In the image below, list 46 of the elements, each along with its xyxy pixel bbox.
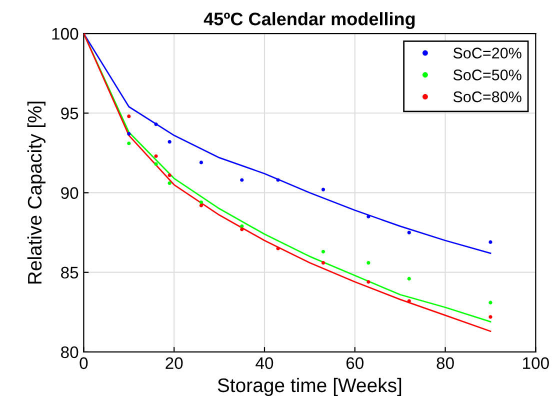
point [407, 276, 411, 281]
x-tick-label: 60 [346, 357, 364, 370]
point [366, 280, 370, 284]
x-tick-label: 20 [166, 357, 183, 370]
point [321, 250, 326, 254]
point [276, 246, 280, 250]
point [240, 228, 244, 232]
y-tick-label: 95 [61, 108, 78, 120]
y-tick-label: 85 [61, 266, 78, 279]
point [199, 204, 204, 208]
legend-label: SoC=50% [453, 70, 522, 80]
x-axis-title: Storage time [Weeks] [218, 378, 402, 396]
legend-label: SoC=80% [453, 91, 522, 102]
point [127, 132, 131, 136]
point [168, 140, 172, 144]
point [199, 160, 204, 164]
point [407, 230, 411, 234]
point [154, 122, 158, 126]
x-tick-label: 80 [436, 357, 454, 370]
point [407, 299, 411, 303]
x-tick-label: 40 [256, 357, 274, 370]
point [168, 173, 172, 178]
point [240, 178, 244, 182]
point [366, 214, 370, 218]
point [488, 300, 492, 304]
x-tick-label: 0 [80, 357, 88, 370]
point [488, 240, 492, 244]
point [199, 200, 204, 204]
point [127, 142, 131, 146]
x-tick-label: 100 [523, 357, 549, 370]
point [168, 181, 172, 185]
chart-title: 45ºC Calendar modelling [204, 12, 415, 30]
y-axis-title: Relative Capacity [%] [27, 102, 46, 284]
y-tick-label: 100 [52, 28, 78, 40]
point [366, 260, 370, 265]
point [488, 315, 492, 319]
point [240, 224, 244, 228]
point [154, 154, 158, 158]
y-tick-label: 80 [61, 346, 78, 358]
point [154, 162, 158, 166]
point [321, 188, 326, 192]
point [127, 114, 131, 118]
point [321, 260, 326, 265]
y-tick-label: 90 [61, 187, 78, 199]
legend-label: SoC=20% [453, 48, 522, 58]
point [276, 178, 280, 182]
